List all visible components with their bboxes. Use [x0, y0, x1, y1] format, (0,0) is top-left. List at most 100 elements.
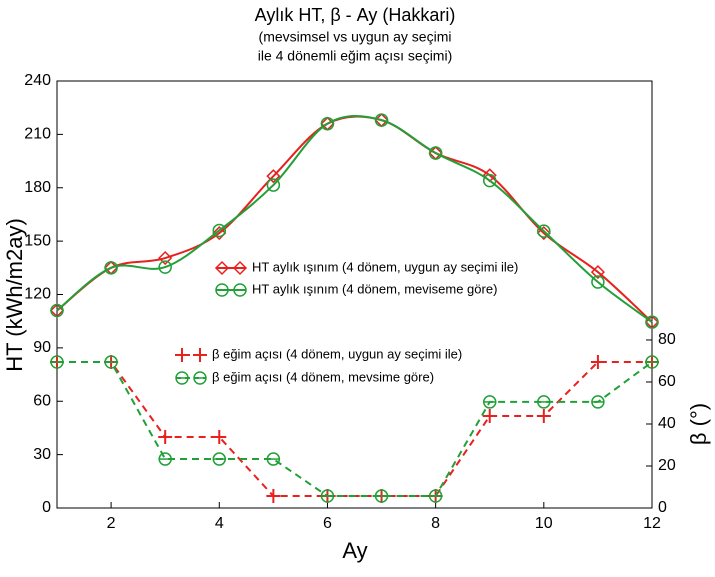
marker [158, 452, 172, 466]
marker [104, 261, 118, 275]
y2-tick-label: 20 [658, 457, 676, 474]
marker-shape [233, 283, 247, 297]
y-tick-label: 90 [33, 339, 51, 356]
y2-tick-label: 40 [658, 415, 676, 432]
y2-tick-label: 80 [658, 331, 676, 348]
y2-axis-label: β (°) [686, 403, 711, 445]
marker [266, 452, 281, 466]
marker [428, 146, 443, 160]
marker [193, 348, 207, 362]
marker [266, 489, 281, 504]
marker [214, 260, 230, 276]
series-line [56, 115, 653, 323]
marker-shape [645, 315, 659, 329]
marker-shape [158, 260, 172, 274]
marker [158, 260, 172, 274]
marker-shape [158, 250, 173, 266]
marker-shape [266, 178, 281, 192]
marker-shape [536, 226, 551, 241]
marker [266, 169, 281, 184]
series-line [57, 361, 653, 498]
marker-shape [175, 348, 189, 362]
marker [374, 489, 389, 503]
marker-shape [212, 430, 227, 445]
y-tick-label: 240 [24, 72, 51, 89]
y-tick-label: 210 [24, 126, 51, 143]
marker-shape [537, 224, 551, 238]
marker [320, 489, 335, 503]
y2-tick-label: 60 [658, 373, 676, 390]
marker [590, 355, 605, 370]
marker [104, 355, 118, 369]
y-tick-label: 120 [24, 286, 51, 303]
marker-shape [374, 113, 389, 127]
chart-title: Aylık HT, β - Ay (Hakkari) [255, 5, 456, 25]
x-tick-label: 12 [643, 515, 661, 532]
marker-shape [590, 265, 605, 280]
marker-shape [193, 348, 207, 362]
marker-shape [104, 261, 118, 275]
y-tick-label: 30 [33, 446, 51, 463]
marker-shape [214, 260, 230, 276]
y-tick-label: 150 [24, 232, 51, 249]
y2-tick-label: 0 [658, 499, 667, 516]
marker-shape [158, 430, 173, 445]
marker-shape [428, 146, 443, 160]
chart-subtitle: (mevsimsel vs uygun ay seçimi [259, 29, 452, 45]
legend-label: β eğim açısı (4 dönem, uygun ay seçimi i… [212, 346, 462, 361]
marker [50, 355, 64, 369]
legend-label: β eğim açısı (4 dönem, mevsime göre) [212, 369, 434, 384]
marker [158, 250, 173, 266]
marker [645, 355, 659, 369]
marker [50, 303, 64, 318]
marker [212, 452, 227, 466]
marker [212, 226, 227, 241]
marker [193, 371, 207, 385]
marker-shape [266, 169, 281, 184]
y-tick-label: 60 [33, 392, 51, 409]
marker [536, 226, 551, 241]
marker [590, 265, 605, 280]
y-tick-label: 180 [24, 179, 51, 196]
marker [320, 116, 335, 131]
marker [591, 395, 605, 409]
marker [158, 430, 173, 445]
marker [175, 371, 189, 385]
marker [537, 395, 551, 409]
marker-shape [591, 275, 605, 289]
marker-shape [482, 409, 497, 424]
y-axis-label: HT (kWh/m2ay) [2, 218, 27, 372]
x-tick-label: 10 [535, 515, 553, 532]
marker [212, 223, 227, 238]
legend-label: HT aylık ışınım (4 dönem, uygun ay seçim… [252, 259, 518, 274]
marker [175, 348, 189, 362]
x-axis-label: Ay [342, 538, 367, 563]
marker-shape [590, 355, 605, 370]
chart-subtitle: ile 4 dönemli eğim açısı seçimi) [258, 48, 453, 64]
x-tick-label: 6 [323, 515, 332, 532]
marker [482, 409, 497, 424]
y-tick-label: 0 [42, 499, 51, 516]
marker [374, 113, 389, 127]
marker [428, 489, 443, 503]
marker-shape [266, 489, 281, 504]
marker-shape [320, 116, 335, 131]
marker-shape [232, 260, 248, 276]
marker-shape [215, 283, 229, 297]
marker [591, 275, 605, 289]
marker [482, 395, 497, 409]
marker [482, 173, 497, 188]
marker-shape [482, 173, 497, 188]
marker [232, 260, 248, 276]
marker [537, 224, 551, 238]
x-tick-label: 8 [431, 515, 440, 532]
legend-label: HT aylık ışınım (4 dönem, meviseme göre) [252, 281, 497, 296]
x-tick-label: 4 [215, 515, 224, 532]
marker-shape [212, 226, 227, 241]
marker [645, 315, 659, 329]
marker [536, 409, 551, 424]
marker [212, 430, 227, 445]
marker [233, 283, 247, 297]
marker-shape [50, 303, 64, 318]
